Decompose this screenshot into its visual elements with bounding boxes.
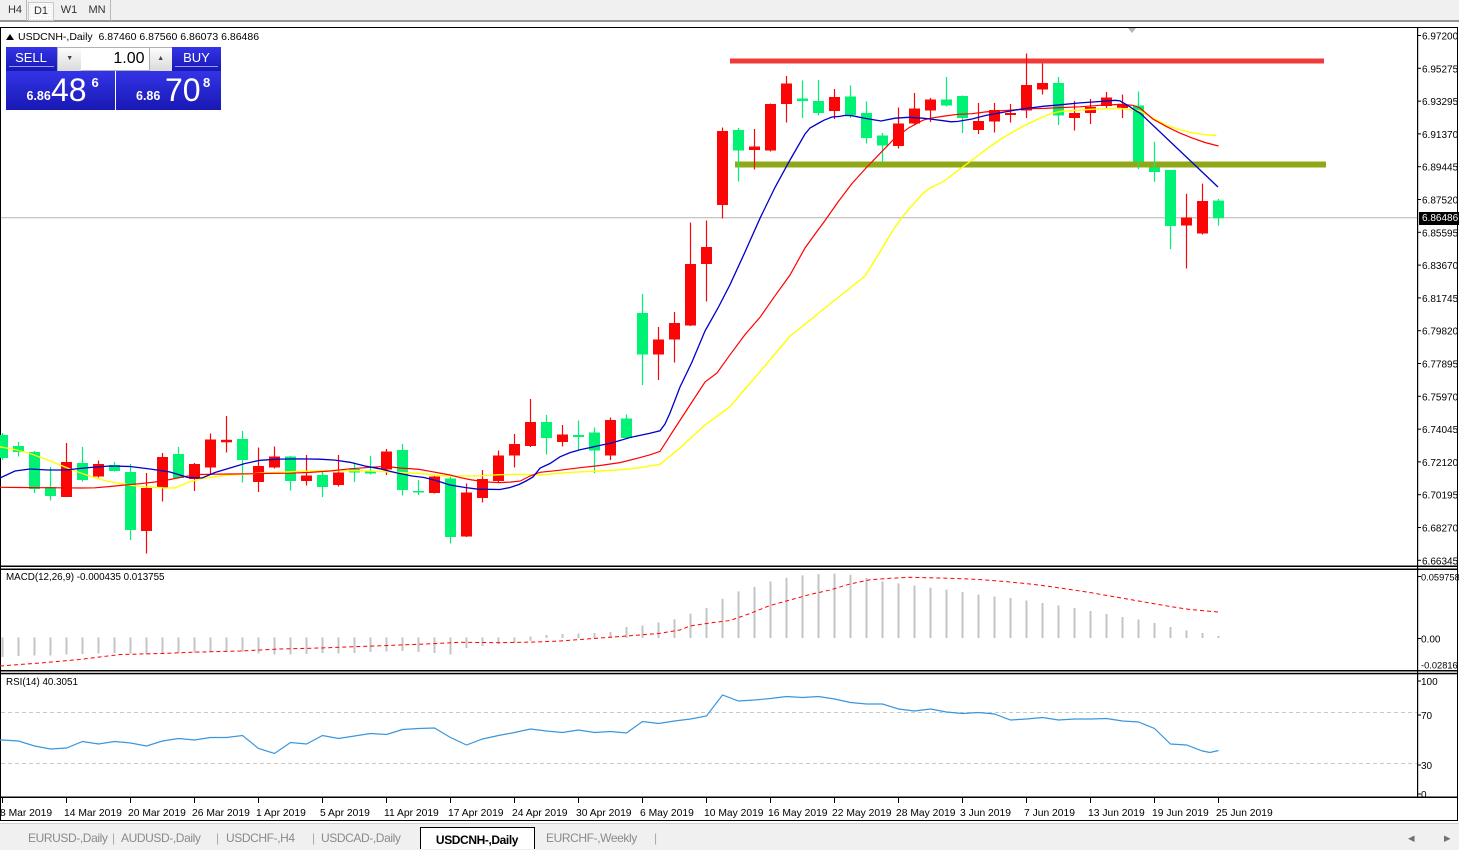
svg-text:6.97200: 6.97200 — [1422, 32, 1459, 43]
svg-text:0.00: 0.00 — [1421, 635, 1441, 646]
svg-text:22 May 2019: 22 May 2019 — [832, 808, 892, 819]
svg-text:13 Jun 2019: 13 Jun 2019 — [1088, 808, 1145, 819]
svg-text:6.75970: 6.75970 — [1422, 392, 1459, 403]
svg-text:70: 70 — [1421, 711, 1433, 722]
svg-text:6.70195: 6.70195 — [1422, 491, 1459, 502]
svg-text:16 May 2019: 16 May 2019 — [768, 808, 828, 819]
svg-text:3 Jun 2019: 3 Jun 2019 — [960, 808, 1011, 819]
svg-text:-0.02816: -0.02816 — [1421, 660, 1458, 670]
svg-text:30: 30 — [1421, 761, 1433, 772]
svg-text:11 Apr 2019: 11 Apr 2019 — [384, 808, 439, 819]
svg-text:6.68270: 6.68270 — [1422, 524, 1459, 535]
svg-text:0.059758: 0.059758 — [1421, 573, 1459, 583]
svg-text:5 Apr 2019: 5 Apr 2019 — [320, 808, 370, 819]
svg-text:6.93295: 6.93295 — [1422, 97, 1459, 108]
svg-text:1 Apr 2019: 1 Apr 2019 — [256, 808, 306, 819]
svg-text:8 Mar 2019: 8 Mar 2019 — [0, 808, 52, 819]
svg-text:100: 100 — [1421, 677, 1438, 688]
svg-text:6.89445: 6.89445 — [1422, 163, 1459, 174]
svg-text:6.74045: 6.74045 — [1422, 425, 1459, 436]
svg-text:6.79820: 6.79820 — [1422, 327, 1459, 338]
svg-text:26 Mar 2019: 26 Mar 2019 — [192, 808, 250, 819]
svg-text:28 May 2019: 28 May 2019 — [896, 808, 956, 819]
svg-text:30 Apr 2019: 30 Apr 2019 — [576, 808, 632, 819]
svg-text:6.85595: 6.85595 — [1422, 228, 1459, 239]
svg-text:24 Apr 2019: 24 Apr 2019 — [512, 808, 568, 819]
svg-text:6.83670: 6.83670 — [1422, 261, 1459, 272]
svg-text:25 Jun 2019: 25 Jun 2019 — [1216, 808, 1273, 819]
svg-text:6 May 2019: 6 May 2019 — [640, 808, 694, 819]
svg-text:6.72120: 6.72120 — [1422, 458, 1459, 469]
svg-text:6.87520: 6.87520 — [1422, 196, 1459, 207]
svg-text:6.91370: 6.91370 — [1422, 130, 1459, 141]
svg-text:14 Mar 2019: 14 Mar 2019 — [64, 808, 122, 819]
svg-text:20 Mar 2019: 20 Mar 2019 — [128, 808, 186, 819]
svg-text:7 Jun 2019: 7 Jun 2019 — [1024, 808, 1075, 819]
svg-text:6.81745: 6.81745 — [1422, 294, 1459, 305]
svg-text:6.77895: 6.77895 — [1422, 360, 1459, 371]
svg-text:17 Apr 2019: 17 Apr 2019 — [448, 808, 504, 819]
svg-text:6.95275: 6.95275 — [1422, 64, 1459, 75]
svg-text:10 May 2019: 10 May 2019 — [704, 808, 764, 819]
svg-text:19 Jun 2019: 19 Jun 2019 — [1152, 808, 1209, 819]
svg-text:6.66345: 6.66345 — [1422, 556, 1459, 567]
svg-text:0: 0 — [1421, 790, 1427, 801]
